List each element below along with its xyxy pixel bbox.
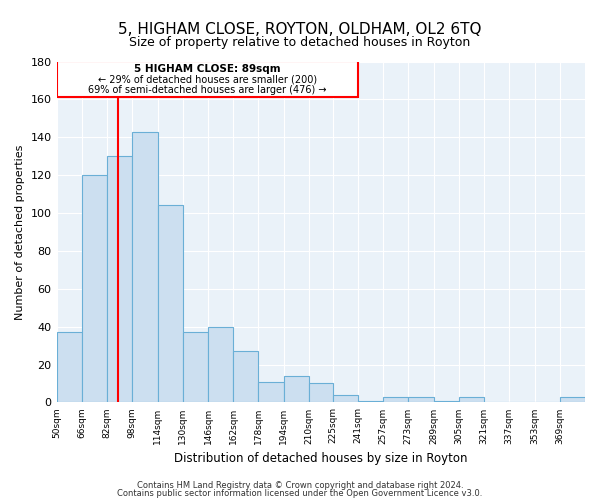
- Text: 69% of semi-detached houses are larger (476) →: 69% of semi-detached houses are larger (…: [88, 86, 326, 96]
- Bar: [434, 400, 459, 402]
- Y-axis label: Number of detached properties: Number of detached properties: [15, 144, 25, 320]
- Bar: [82, 175, 107, 402]
- Bar: [358, 400, 383, 402]
- Bar: [132, 132, 158, 402]
- Bar: [284, 376, 309, 402]
- Bar: [208, 326, 233, 402]
- Text: ← 29% of detached houses are smaller (200): ← 29% of detached houses are smaller (20…: [98, 74, 317, 85]
- Text: Contains public sector information licensed under the Open Government Licence v3: Contains public sector information licen…: [118, 489, 482, 498]
- Bar: [409, 396, 434, 402]
- Bar: [309, 384, 332, 402]
- Bar: [56, 332, 82, 402]
- Bar: [183, 332, 208, 402]
- Bar: [56, 62, 358, 98]
- Text: 5, HIGHAM CLOSE, ROYTON, OLDHAM, OL2 6TQ: 5, HIGHAM CLOSE, ROYTON, OLDHAM, OL2 6TQ: [118, 22, 482, 38]
- Text: Contains HM Land Registry data © Crown copyright and database right 2024.: Contains HM Land Registry data © Crown c…: [137, 482, 463, 490]
- Bar: [560, 396, 585, 402]
- X-axis label: Distribution of detached houses by size in Royton: Distribution of detached houses by size …: [174, 452, 467, 465]
- Text: 5 HIGHAM CLOSE: 89sqm: 5 HIGHAM CLOSE: 89sqm: [134, 64, 281, 74]
- Bar: [459, 396, 484, 402]
- Bar: [383, 396, 409, 402]
- Bar: [332, 395, 358, 402]
- Bar: [233, 352, 259, 403]
- Bar: [158, 206, 183, 402]
- Text: Size of property relative to detached houses in Royton: Size of property relative to detached ho…: [130, 36, 470, 49]
- Bar: [259, 382, 284, 402]
- Bar: [107, 156, 132, 402]
